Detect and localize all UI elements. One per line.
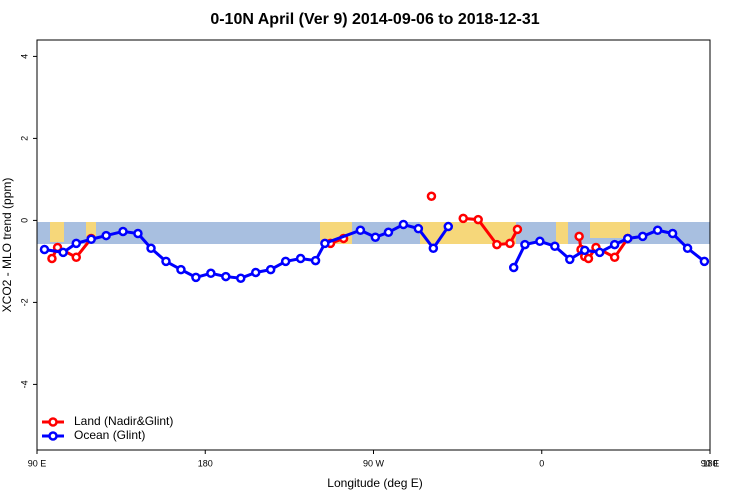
data-point [133,228,143,239]
data-point [71,252,82,263]
data-point [146,243,156,254]
data-point [535,236,545,247]
data-point [550,241,560,251]
data-point [492,239,502,250]
data-point [206,268,216,279]
data-point [161,256,171,267]
x-tick-label: 90 W [363,458,385,468]
data-point [609,252,620,263]
data-point [505,238,515,249]
data-point [473,214,483,225]
data-point [355,225,366,235]
x-tick-label: 90 E [28,458,47,468]
plot-frame [36,39,711,451]
data-point [426,191,437,201]
chart-title: 0-10N April (Ver 9) 2014-09-06 to 2018-1… [210,11,539,28]
x-axis-label: Longitude (deg E) [327,476,422,490]
legend-label: Land (Nadir&Glint) [74,414,173,428]
data-point [250,267,261,278]
data-point [682,243,693,254]
y-tick-label: -2 [19,298,29,306]
x-tick-label: 0 [539,458,544,468]
x-tick-label: 90 E [701,458,720,468]
data-point [310,255,321,266]
data-point [565,254,575,265]
data-point [236,273,246,283]
data-point [428,243,439,254]
data-point [265,264,276,275]
y-axis-label: XCO2 - MLO trend (ppm) [0,178,14,313]
data-point [574,231,584,242]
data-point [383,227,394,238]
data-point [47,253,57,264]
data-point [101,230,111,241]
y-tick-label: -4 [19,380,29,388]
data-point [280,256,291,267]
data-point [191,272,201,283]
y-tick-label: 4 [19,54,29,59]
data-point [176,264,186,275]
data-point [443,221,454,232]
x-tick-label: 180 [198,458,213,468]
data-point [221,271,231,282]
data-point [667,228,678,239]
y-tick-label: 2 [19,136,29,141]
data-point [622,233,633,244]
data-point [594,247,605,258]
data-point [86,234,96,245]
y-tick-label: 0 [19,218,29,223]
legend-label: Ocean (Glint) [74,428,145,442]
data-point [39,244,50,255]
data-point [458,213,468,224]
data-point [583,253,594,264]
data-point [512,224,523,235]
data-point [579,245,590,256]
legend-marker [48,417,58,427]
data-point [118,226,128,237]
data-point [520,239,530,250]
data-point [370,232,381,242]
data-point [637,231,648,242]
data-point [320,238,330,249]
data-point [71,238,82,249]
data-point [652,225,663,235]
data-point [609,239,620,250]
data-point [398,219,409,230]
data-point [508,262,519,273]
data-point [413,223,424,234]
data-point [58,247,68,258]
legend-marker [48,431,58,441]
data-point [295,253,306,264]
data-point [699,256,710,267]
x-tick-label: 180 [702,458,717,468]
